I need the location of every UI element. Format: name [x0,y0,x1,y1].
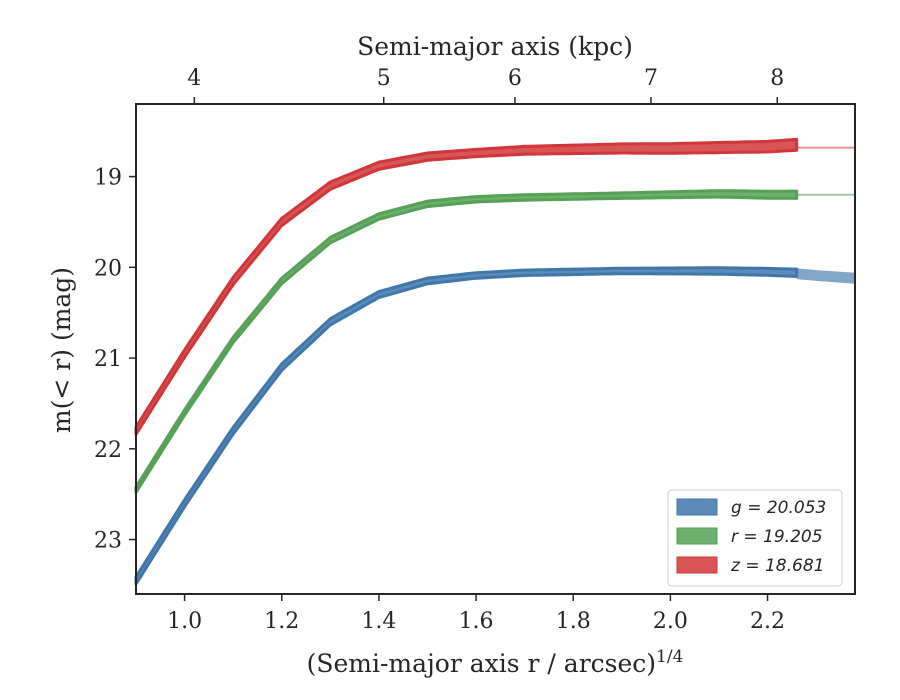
top-tick-label: 8 [770,66,784,91]
series-band [134,137,799,436]
series-band [134,189,799,494]
series-0 [134,266,855,586]
legend-items: g = 20.053 r = 19.205 z = 18.681 [676,498,826,576]
top-tick-label: 5 [377,66,391,91]
top-tick-label: 7 [644,66,658,91]
y-tick-label: 23 [94,529,122,554]
top-tick-label: 6 [508,66,522,91]
legend-swatch [676,527,718,545]
left-axis-title: m(< r) (mag) [47,267,76,433]
bottom-axis-title-exponent: 1/4 [656,647,683,667]
series-2 [134,137,855,436]
y-tick-label: 20 [94,256,122,281]
x-tick-label: 1.6 [459,609,494,634]
top-axis-title: Semi-major axis (kpc) [357,32,633,61]
x-tick-label: 1.4 [361,609,396,634]
legend-swatch [676,498,718,516]
legend-label: r = 19.205 [731,527,823,547]
series-extension [796,268,855,284]
y-tick-label: 21 [94,347,122,372]
x-tick-label: 1.8 [556,609,591,634]
left-axis: 19 20 21 22 23 [94,166,136,554]
y-tick-label: 19 [94,166,122,191]
plot-frame [135,103,856,595]
series-layer [134,137,855,586]
legend-label: z = 18.681 [730,556,824,576]
x-tick-label: 2.2 [750,609,785,634]
bottom-axis-title: (Semi-major axis r / arcsec)1/4 [307,647,684,678]
top-axis: 4 5 6 7 8 [187,66,784,104]
legend-swatch [676,556,718,574]
bottom-axis-title-text: (Semi-major axis r / arcsec) [307,649,656,678]
legend-label: g = 20.053 [731,498,826,518]
series-1 [134,189,855,494]
bottom-axis: 1.0 1.2 1.4 1.6 1.8 2.0 2.2 [167,594,785,634]
legend: g = 20.053 r = 19.205 z = 18.681 [667,489,843,587]
top-tick-label: 4 [187,66,201,91]
x-tick-label: 1.2 [264,609,299,634]
x-tick-label: 2.0 [653,609,688,634]
y-tick-label: 22 [94,438,122,463]
x-tick-label: 1.0 [167,609,202,634]
